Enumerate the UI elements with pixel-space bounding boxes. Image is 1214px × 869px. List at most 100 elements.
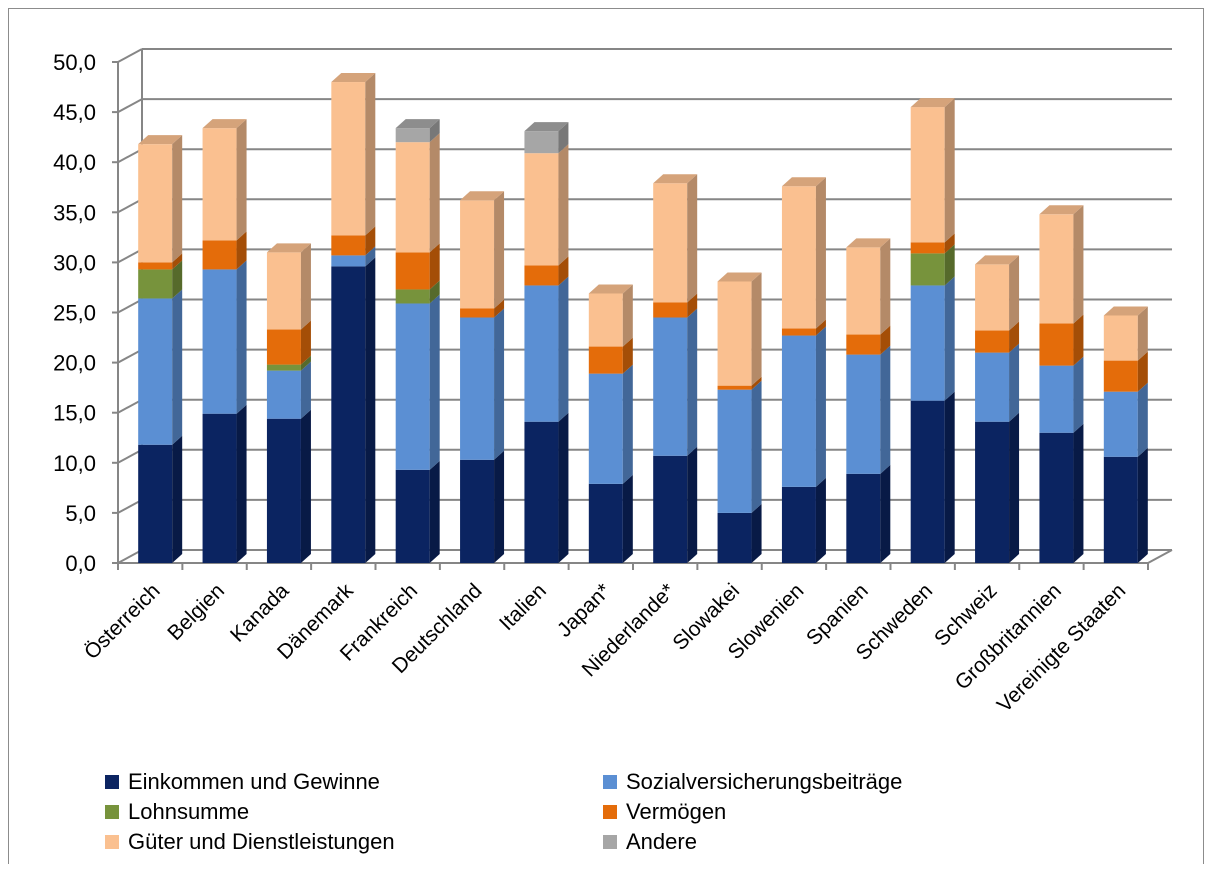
bar-segment-side bbox=[1137, 351, 1148, 392]
gridline-side bbox=[117, 198, 143, 214]
bar-segment bbox=[460, 200, 495, 309]
y-tick-label: 15,0 bbox=[53, 401, 96, 426]
bar-segment bbox=[910, 400, 945, 563]
y-tick-label: 40,0 bbox=[53, 150, 96, 175]
y-tick-label: 10,0 bbox=[53, 451, 96, 476]
bar-segment bbox=[781, 328, 816, 336]
bar-segment bbox=[524, 265, 559, 286]
bar-segment bbox=[910, 253, 945, 286]
bar-segment-side bbox=[236, 260, 247, 414]
bar-segment-side bbox=[429, 294, 440, 470]
bar-segment-side bbox=[429, 460, 440, 563]
bar-segment-side bbox=[815, 319, 826, 336]
bar-segment-side bbox=[751, 380, 762, 513]
bar-segment-side bbox=[1073, 314, 1084, 366]
bar-segment bbox=[395, 252, 430, 290]
x-tick-label: Österreich bbox=[80, 579, 165, 664]
bar-segment-side bbox=[1009, 321, 1020, 353]
bar-segment-side bbox=[300, 320, 311, 365]
bar-segment bbox=[1039, 323, 1074, 366]
bar-segment-side bbox=[172, 260, 183, 299]
bar-segment-side bbox=[365, 226, 376, 256]
bar-segment bbox=[395, 142, 430, 253]
bar-segment-side bbox=[687, 446, 698, 563]
bar-segment bbox=[460, 308, 495, 318]
bar-segment-side bbox=[815, 477, 826, 563]
gridline-side bbox=[117, 98, 143, 113]
bar-segment-side bbox=[558, 144, 569, 266]
bar-segment bbox=[266, 252, 301, 330]
bar-segment bbox=[717, 512, 752, 563]
bar-segment-side bbox=[944, 391, 955, 563]
gridline-side bbox=[117, 48, 143, 63]
bar-segment bbox=[266, 418, 301, 563]
bar-segment-side bbox=[429, 119, 440, 143]
bar-segment bbox=[331, 82, 366, 236]
bar-segment-side bbox=[558, 412, 569, 563]
bar-segment bbox=[1103, 456, 1138, 563]
bar-segment-side bbox=[622, 337, 633, 374]
bar-segment-top bbox=[653, 174, 698, 184]
bar-segment bbox=[846, 247, 881, 335]
bar-segment-side bbox=[1073, 423, 1084, 563]
bar-segment bbox=[524, 153, 559, 266]
bar-segment-side bbox=[751, 376, 762, 390]
bar-segment-top bbox=[331, 73, 376, 83]
bar-segment-side bbox=[815, 177, 826, 329]
bar-segment-side bbox=[429, 243, 440, 290]
bar-segment bbox=[653, 455, 688, 563]
bar-segment-side bbox=[172, 135, 183, 263]
gridline-side bbox=[117, 298, 143, 314]
bar-segment-top bbox=[395, 119, 440, 129]
bar-segment bbox=[910, 107, 945, 243]
chart-frame bbox=[8, 8, 1204, 864]
gridline-side bbox=[117, 398, 143, 414]
bar-segment-side bbox=[300, 243, 311, 330]
bar-segment-side bbox=[236, 119, 247, 241]
bar-segment bbox=[975, 264, 1010, 331]
bar-segment-top bbox=[1103, 306, 1148, 316]
bar-segment bbox=[588, 373, 623, 484]
bar-segment bbox=[138, 144, 173, 263]
bar-segment-side bbox=[751, 272, 762, 386]
bar-segment bbox=[588, 483, 623, 563]
bar-segment-side bbox=[494, 450, 505, 563]
bar-segment-side bbox=[880, 238, 891, 335]
bar-segment bbox=[138, 444, 173, 563]
floor-edge bbox=[1147, 549, 1173, 564]
bar-segment-side bbox=[1073, 205, 1084, 324]
bar-segment bbox=[1039, 214, 1074, 324]
bar-segment-side bbox=[880, 464, 891, 563]
bar-segment bbox=[331, 255, 366, 267]
bar-segment-side bbox=[558, 276, 569, 422]
bar-segment-side bbox=[944, 276, 955, 401]
bar-segment bbox=[395, 128, 430, 143]
bar-segment-side bbox=[815, 326, 826, 487]
bar-segment-side bbox=[880, 325, 891, 355]
bar-segment bbox=[524, 131, 559, 154]
bar-segment bbox=[653, 317, 688, 456]
y-tick-label: 35,0 bbox=[53, 200, 96, 225]
bar-segment bbox=[846, 354, 881, 474]
bar-segment-side bbox=[1009, 412, 1020, 563]
y-tick-label: 50,0 bbox=[53, 50, 96, 75]
bar-segment bbox=[266, 329, 301, 365]
bar-segment-top bbox=[266, 243, 311, 253]
bar-segment bbox=[910, 242, 945, 254]
bar-segment bbox=[460, 459, 495, 563]
bar-segment bbox=[910, 285, 945, 401]
bar-segment-side bbox=[687, 174, 698, 303]
bar-segment bbox=[266, 364, 301, 371]
bar-segment-side bbox=[687, 293, 698, 318]
bar-segment-side bbox=[429, 133, 440, 253]
bar-segment-top bbox=[846, 238, 891, 248]
bar-segment-side bbox=[365, 257, 376, 563]
bar-segment bbox=[781, 335, 816, 487]
bar-segment-side bbox=[687, 308, 698, 456]
bar-segment-side bbox=[172, 289, 183, 445]
gridline-side bbox=[117, 348, 143, 364]
bar-segment-top bbox=[781, 177, 826, 187]
bar-segment-side bbox=[429, 280, 440, 304]
bar-segment-side bbox=[365, 73, 376, 236]
bar-segment bbox=[460, 317, 495, 460]
